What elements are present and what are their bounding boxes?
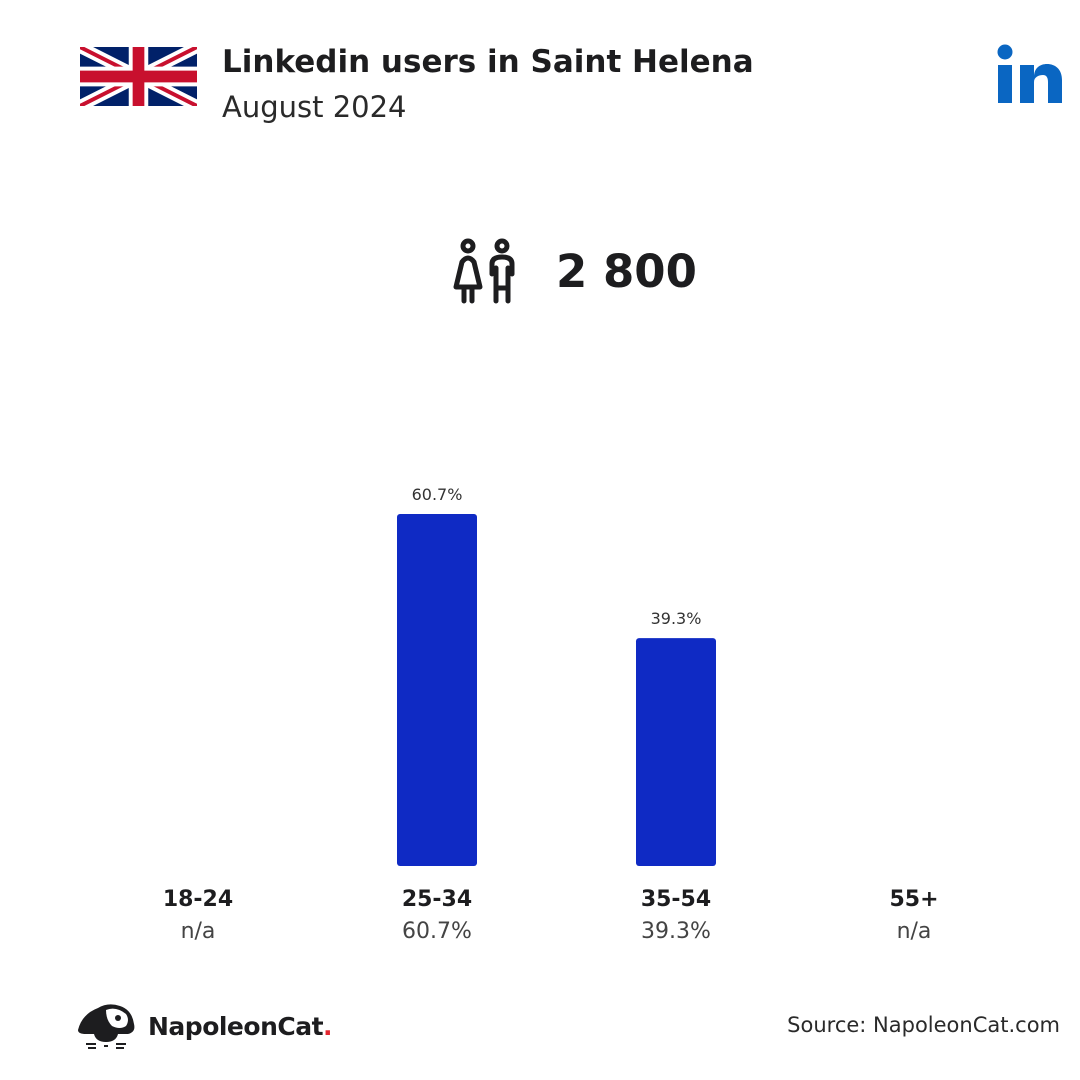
category-label: 25-34	[402, 887, 472, 912]
brand-dot: .	[323, 1011, 333, 1041]
total-users-block: 2 800	[450, 238, 697, 304]
union-jack-flag-icon	[80, 47, 197, 106]
people-icon	[453, 238, 515, 304]
page-subtitle: August 2024	[222, 90, 407, 124]
category-value-label: n/a	[897, 919, 932, 944]
page-title: Linkedin users in Saint Helena	[222, 44, 754, 80]
category-value-label: n/a	[181, 919, 216, 944]
bar-25-34	[397, 514, 477, 866]
category-label: 18-24	[163, 887, 233, 912]
napoleoncat-brand: NapoleonCat.	[76, 1000, 333, 1052]
category-label: 55+	[889, 887, 938, 912]
category-value-label: 39.3%	[641, 919, 711, 944]
napoleoncat-brand-name: NapoleonCat.	[148, 1011, 333, 1041]
bar-value-label: 60.7%	[412, 485, 463, 504]
bar-35-54	[636, 638, 716, 866]
source-credit: Source: NapoleonCat.com	[787, 1013, 1060, 1037]
bar-value-label: 39.3%	[651, 609, 702, 628]
category-value-label: 60.7%	[402, 919, 472, 944]
linkedin-logo-icon	[997, 44, 1062, 103]
napoleoncat-logo-icon	[78, 1004, 135, 1049]
total-users-value: 2 800	[556, 244, 697, 298]
category-label: 35-54	[641, 887, 711, 912]
